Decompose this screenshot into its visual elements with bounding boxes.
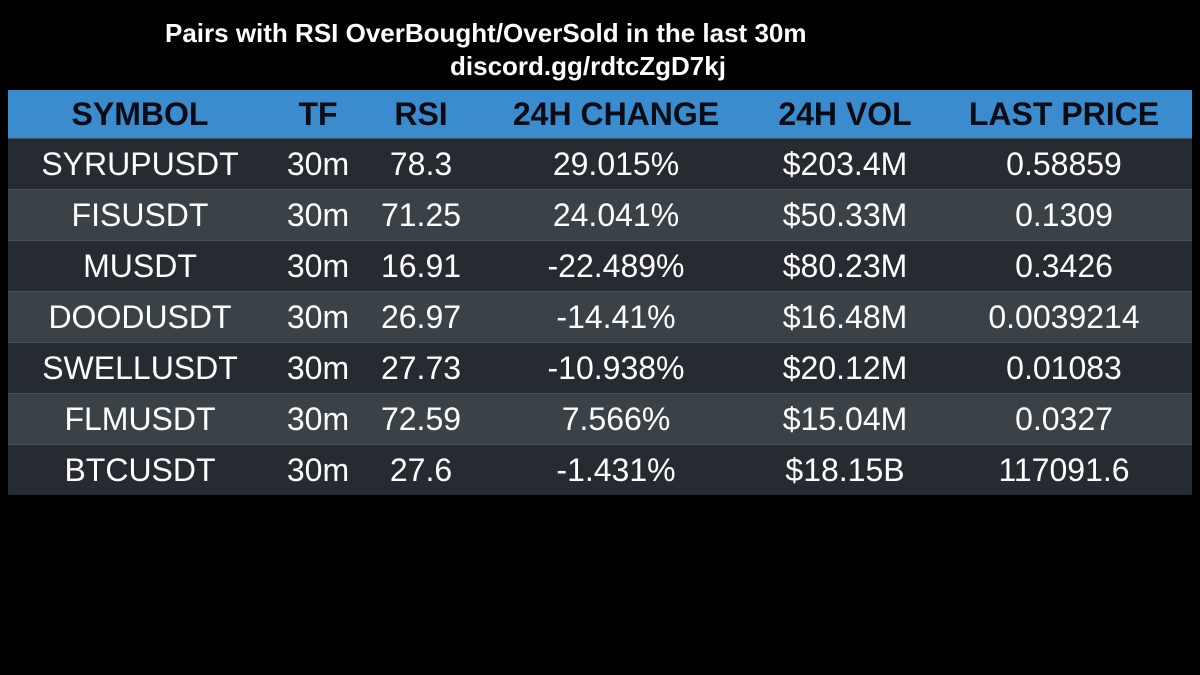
cell-rsi: 26.97 bbox=[364, 291, 478, 343]
cell-24h-vol: $15.04M bbox=[754, 393, 936, 445]
cell-symbol: FISUSDT bbox=[8, 189, 272, 241]
cell-last-price: 0.0039214 bbox=[936, 291, 1192, 343]
cell-24h-change: 24.041% bbox=[478, 189, 754, 241]
cell-last-price: 0.01083 bbox=[936, 342, 1192, 394]
cell-24h-vol: $18.15B bbox=[754, 444, 936, 495]
cell-24h-change: -14.41% bbox=[478, 291, 754, 343]
cell-last-price: 0.58859 bbox=[936, 138, 1192, 190]
rsi-pairs-table: SYMBOL TF RSI 24H CHANGE 24H VOL LAST PR… bbox=[8, 90, 1192, 495]
cell-tf: 30m bbox=[272, 393, 364, 445]
table-row: FISUSDT 30m 71.25 24.041% $50.33M 0.1309 bbox=[8, 189, 1192, 241]
cell-rsi: 71.25 bbox=[364, 189, 478, 241]
column-header-symbol: SYMBOL bbox=[71, 96, 209, 132]
cell-symbol: SWELLUSDT bbox=[8, 342, 272, 394]
cell-symbol: DOODUSDT bbox=[8, 291, 272, 343]
cell-last-price: 0.0327 bbox=[936, 393, 1192, 445]
cell-last-price: 117091.6 bbox=[936, 444, 1192, 495]
cell-24h-change: -10.938% bbox=[478, 342, 754, 394]
table-row: SWELLUSDT 30m 27.73 -10.938% $20.12M 0.0… bbox=[8, 342, 1192, 394]
column-header-tf: TF bbox=[298, 96, 338, 132]
cell-24h-vol: $203.4M bbox=[754, 138, 936, 190]
column-header-24h-change: 24H CHANGE bbox=[512, 96, 720, 132]
cell-symbol: MUSDT bbox=[8, 240, 272, 292]
cell-tf: 30m bbox=[272, 240, 364, 292]
table-row: MUSDT 30m 16.91 -22.489% $80.23M 0.3426 bbox=[8, 240, 1192, 292]
cell-24h-change: -1.431% bbox=[478, 444, 754, 495]
cell-rsi: 27.73 bbox=[364, 342, 478, 394]
cell-tf: 30m bbox=[272, 444, 364, 495]
cell-24h-change: 7.566% bbox=[478, 393, 754, 445]
cell-24h-change: -22.489% bbox=[478, 240, 754, 292]
cell-tf: 30m bbox=[272, 189, 364, 241]
cell-24h-vol: $80.23M bbox=[754, 240, 936, 292]
cell-rsi: 72.59 bbox=[364, 393, 478, 445]
cell-symbol: SYRUPUSDT bbox=[8, 138, 272, 190]
page-title: Pairs with RSI OverBought/OverSold in th… bbox=[165, 18, 807, 48]
table-row: DOODUSDT 30m 26.97 -14.41% $16.48M 0.003… bbox=[8, 291, 1192, 343]
column-header-rsi: RSI bbox=[394, 96, 448, 132]
cell-symbol: BTCUSDT bbox=[8, 444, 272, 495]
cell-24h-vol: $50.33M bbox=[754, 189, 936, 241]
cell-tf: 30m bbox=[272, 291, 364, 343]
cell-rsi: 27.6 bbox=[364, 444, 478, 495]
cell-rsi: 16.91 bbox=[364, 240, 478, 292]
cell-rsi: 78.3 bbox=[364, 138, 478, 190]
table-header-row: SYMBOL TF RSI 24H CHANGE 24H VOL LAST PR… bbox=[8, 90, 1192, 139]
table-row: SYRUPUSDT 30m 78.3 29.015% $203.4M 0.588… bbox=[8, 138, 1192, 190]
cell-24h-vol: $16.48M bbox=[754, 291, 936, 343]
table-row: FLMUSDT 30m 72.59 7.566% $15.04M 0.0327 bbox=[8, 393, 1192, 445]
cell-24h-change: 29.015% bbox=[478, 138, 754, 190]
cell-symbol: FLMUSDT bbox=[8, 393, 272, 445]
cell-24h-vol: $20.12M bbox=[754, 342, 936, 394]
discord-link[interactable]: discord.gg/rdtcZgD7kj bbox=[450, 51, 726, 81]
column-header-24h-vol: 24H VOL bbox=[778, 96, 912, 132]
cell-tf: 30m bbox=[272, 342, 364, 394]
column-header-last-price: LAST PRICE bbox=[968, 96, 1160, 132]
cell-last-price: 0.1309 bbox=[936, 189, 1192, 241]
cell-last-price: 0.3426 bbox=[936, 240, 1192, 292]
cell-tf: 30m bbox=[272, 138, 364, 190]
table-row: BTCUSDT 30m 27.6 -1.431% $18.15B 117091.… bbox=[8, 444, 1192, 495]
